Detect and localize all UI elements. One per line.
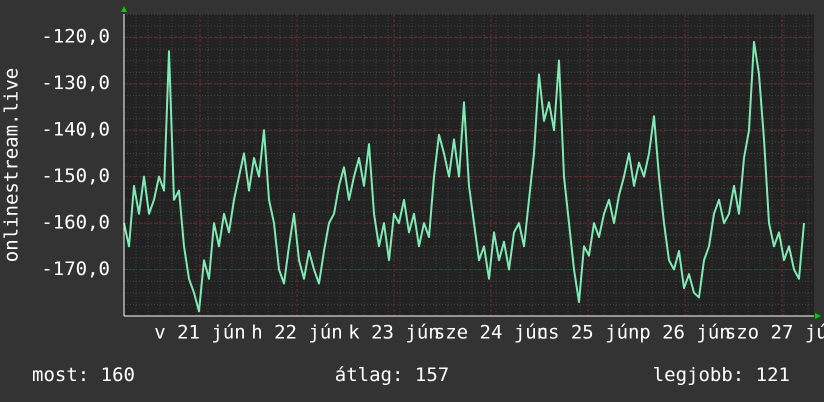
footer-value: 157 xyxy=(415,364,449,386)
y-tick-label: -170,0 xyxy=(41,258,110,280)
plot xyxy=(123,13,814,317)
y-tick-label: -150,0 xyxy=(41,165,110,187)
y-tick-label: -160,0 xyxy=(41,212,110,234)
x-tick-label: h 22 jún xyxy=(251,322,343,344)
footer-label: most: xyxy=(32,364,89,386)
x-tick-label: v 21 jún xyxy=(154,322,246,344)
y-tick-label: -130,0 xyxy=(41,72,110,94)
footer-average: átlag: 157 xyxy=(335,364,449,386)
x-tick-label: p 26 jún xyxy=(639,322,731,344)
footer-label: legjobb: xyxy=(653,364,745,386)
y-tick-label: -120,0 xyxy=(41,26,110,48)
y-arrow xyxy=(121,6,127,12)
x-tick-label: cs 25 jún xyxy=(537,322,640,344)
footer-label: átlag: xyxy=(335,364,404,386)
footer-value: 121 xyxy=(756,364,790,386)
x-tick-label: k 23 jún xyxy=(348,322,440,344)
footer-value: 160 xyxy=(101,364,135,386)
y-axis-label: onlinestream.live xyxy=(1,68,23,262)
series-line xyxy=(123,40,805,313)
footer-best: legjobb: 121 xyxy=(653,364,790,386)
x-tick-label: sze 24 jún xyxy=(434,322,548,344)
x-tick-label: szo 27 jún xyxy=(725,322,824,344)
y-tick-label: -140,0 xyxy=(41,119,110,141)
footer-now: most: 160 xyxy=(32,364,135,386)
x-arrow xyxy=(815,313,821,319)
